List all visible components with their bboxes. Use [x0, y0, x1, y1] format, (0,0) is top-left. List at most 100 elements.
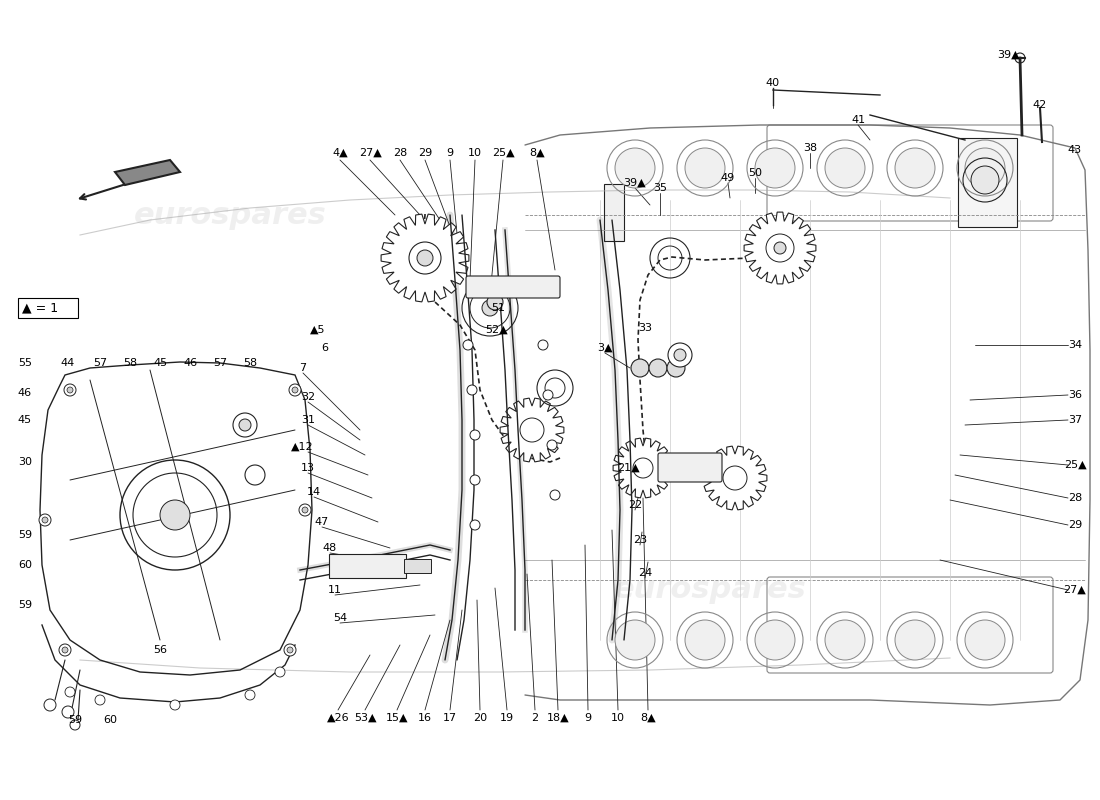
Text: 47: 47: [315, 517, 329, 527]
Text: 60: 60: [103, 715, 117, 725]
Circle shape: [160, 500, 190, 530]
Circle shape: [468, 385, 477, 395]
FancyBboxPatch shape: [466, 276, 560, 298]
Text: 58: 58: [243, 358, 257, 368]
Text: 45: 45: [18, 415, 32, 425]
Text: 10: 10: [468, 148, 482, 158]
Circle shape: [755, 620, 795, 660]
Circle shape: [615, 148, 654, 188]
Circle shape: [299, 504, 311, 516]
Text: 50: 50: [748, 168, 762, 178]
Text: 32: 32: [301, 392, 315, 402]
Text: 28: 28: [393, 148, 407, 158]
Text: 31: 31: [301, 415, 315, 425]
Polygon shape: [613, 438, 673, 498]
Circle shape: [649, 359, 667, 377]
Text: 29: 29: [418, 148, 432, 158]
Text: 59: 59: [18, 600, 32, 610]
Text: 27▲: 27▲: [359, 148, 382, 158]
Circle shape: [667, 359, 685, 377]
Text: 30: 30: [18, 457, 32, 467]
Circle shape: [487, 294, 503, 310]
Text: 10: 10: [610, 713, 625, 723]
Text: 40: 40: [766, 78, 780, 88]
Circle shape: [289, 384, 301, 396]
Text: ▲12: ▲12: [290, 442, 314, 452]
Text: 55: 55: [18, 358, 32, 368]
Text: 38: 38: [803, 143, 817, 153]
Text: 6: 6: [321, 343, 329, 353]
Circle shape: [470, 475, 480, 485]
Text: 57: 57: [213, 358, 227, 368]
Text: 25▲: 25▲: [492, 148, 515, 158]
Text: 8▲: 8▲: [529, 148, 544, 158]
Polygon shape: [116, 160, 180, 185]
Circle shape: [971, 166, 999, 194]
Text: 42: 42: [1033, 100, 1047, 110]
FancyBboxPatch shape: [958, 138, 1018, 227]
Circle shape: [67, 387, 73, 393]
Text: 56: 56: [153, 645, 167, 655]
Text: ▲ = 1: ▲ = 1: [22, 302, 58, 314]
Text: 14: 14: [307, 487, 321, 497]
Text: ▲26: ▲26: [327, 713, 350, 723]
Text: 33: 33: [638, 323, 652, 333]
Text: 48: 48: [323, 543, 337, 553]
Text: 11: 11: [328, 585, 342, 595]
Text: 8▲: 8▲: [640, 713, 656, 723]
Text: 27▲: 27▲: [1064, 585, 1087, 595]
Text: 36: 36: [1068, 390, 1082, 400]
Polygon shape: [744, 212, 816, 284]
Text: 34: 34: [1068, 340, 1082, 350]
Circle shape: [95, 695, 104, 705]
Circle shape: [543, 390, 553, 400]
Text: 51: 51: [491, 303, 505, 313]
Text: 21▲: 21▲: [617, 463, 639, 473]
Circle shape: [615, 620, 654, 660]
Text: 29: 29: [1068, 520, 1082, 530]
Text: 60: 60: [18, 560, 32, 570]
Text: 22: 22: [628, 500, 642, 510]
Circle shape: [275, 667, 285, 677]
Circle shape: [631, 359, 649, 377]
Text: 35: 35: [653, 183, 667, 193]
Circle shape: [170, 700, 180, 710]
Circle shape: [965, 620, 1005, 660]
FancyBboxPatch shape: [18, 298, 78, 318]
Text: 53▲: 53▲: [354, 713, 376, 723]
Circle shape: [284, 644, 296, 656]
Circle shape: [245, 690, 255, 700]
Text: 9: 9: [447, 148, 453, 158]
Polygon shape: [703, 446, 767, 510]
FancyBboxPatch shape: [658, 453, 722, 482]
Text: 46: 46: [183, 358, 197, 368]
Circle shape: [774, 242, 786, 254]
Text: 13: 13: [301, 463, 315, 473]
Text: 20: 20: [473, 713, 487, 723]
Circle shape: [674, 349, 686, 361]
Text: 54: 54: [333, 613, 348, 623]
Text: 18▲: 18▲: [547, 713, 570, 723]
Circle shape: [965, 148, 1005, 188]
Circle shape: [287, 647, 293, 653]
Text: 15▲: 15▲: [386, 713, 408, 723]
FancyBboxPatch shape: [329, 554, 406, 578]
Circle shape: [895, 148, 935, 188]
Text: 2: 2: [531, 713, 539, 723]
Text: 59: 59: [68, 715, 82, 725]
Text: 17: 17: [443, 713, 458, 723]
Text: 58: 58: [123, 358, 138, 368]
Circle shape: [42, 517, 48, 523]
Circle shape: [64, 384, 76, 396]
Circle shape: [482, 300, 498, 316]
Circle shape: [538, 340, 548, 350]
Text: 9: 9: [584, 713, 592, 723]
Text: eurospares: eurospares: [133, 201, 327, 230]
Polygon shape: [500, 398, 564, 462]
Text: 57: 57: [92, 358, 107, 368]
Text: 59: 59: [18, 530, 32, 540]
Circle shape: [70, 720, 80, 730]
Text: 45: 45: [153, 358, 167, 368]
Text: 24: 24: [638, 568, 652, 578]
Text: 52▲: 52▲: [485, 325, 507, 335]
